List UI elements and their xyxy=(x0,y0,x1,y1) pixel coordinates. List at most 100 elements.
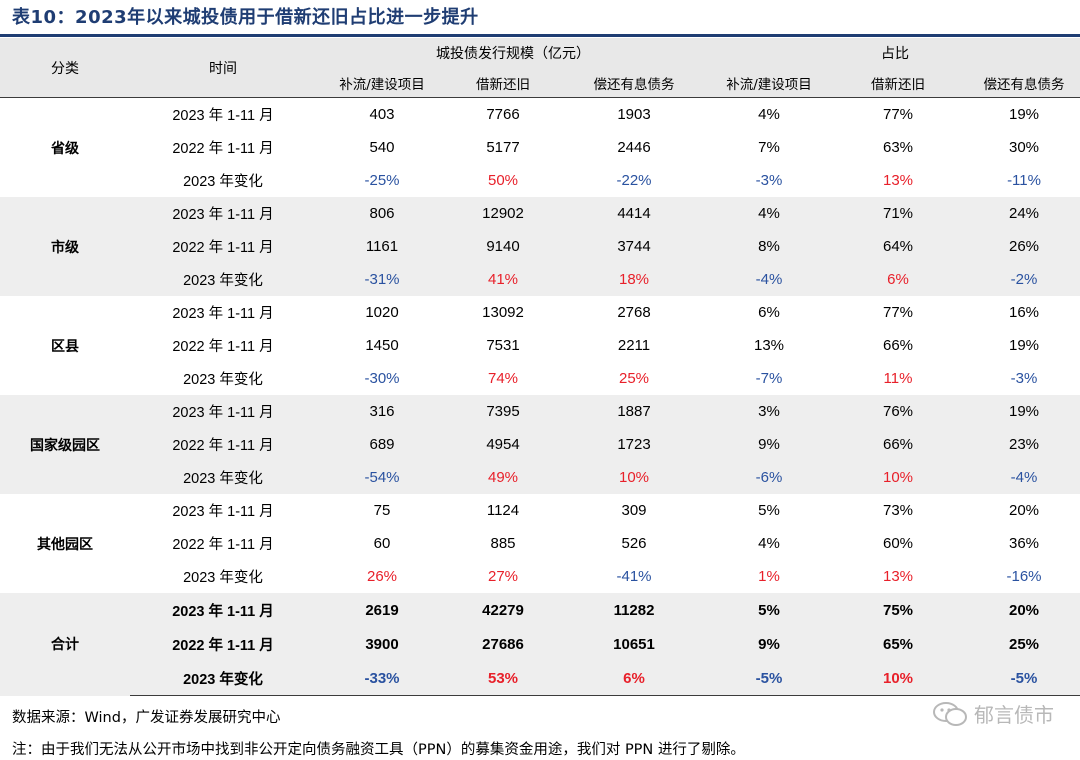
category-cell: 其他园区 xyxy=(37,536,93,553)
value-cell: -31% xyxy=(316,263,448,296)
header-sub-col: 补流/建设项目 xyxy=(316,68,448,98)
value-cell: 30% xyxy=(1009,139,1040,156)
header-sub-col: 借新还旧 xyxy=(828,68,969,98)
table-row: 2023 年变化 26% 27% -41% 1% 13% -16% xyxy=(0,560,1080,593)
header-group-scale: 城投债发行规模（亿元） xyxy=(316,38,711,68)
time-cell: 2022 年 1-11 月 xyxy=(172,339,274,355)
value-cell: 65% xyxy=(828,627,969,661)
category-cell: 省级 xyxy=(51,140,79,157)
value-cell: 19% xyxy=(968,395,1080,428)
value-cell: 27% xyxy=(487,568,519,585)
value-cell: 7766 xyxy=(486,106,520,123)
value-cell: 24% xyxy=(968,197,1080,230)
value-cell: 10% xyxy=(558,461,711,494)
value-cell: 10% xyxy=(828,661,969,696)
value-cell: 73% xyxy=(883,502,914,519)
value-cell: 10% xyxy=(828,461,969,494)
table-row: 合计 2023 年 1-11 月 2619 42279 11282 5% 75% 20% xyxy=(0,593,1080,696)
page-title: 表10：2023年以来城投债用于借新还旧占比进一步提升 xyxy=(12,7,479,28)
header-category: 分类 xyxy=(0,38,130,98)
value-cell: 2211 xyxy=(617,337,651,354)
time-cell: 2022 年 1-11 月 xyxy=(172,537,274,553)
table-row: 国家级园区 2023 年 1-11 月 316 7395 1887 3% 76% 19% xyxy=(0,395,1080,494)
value-cell: 23% xyxy=(968,428,1080,461)
category-cell: 市级 xyxy=(0,197,130,296)
table-row: 2022 年 1-11 月 1161 9140 3744 8% 64% 26% xyxy=(0,230,1080,263)
value-cell: 2768 xyxy=(617,304,651,321)
value-cell: 76% xyxy=(828,395,969,428)
time-cell: 2023 年 1-11 月 xyxy=(172,306,274,322)
value-cell: 11% xyxy=(883,370,913,387)
category-cell: 国家级园区 xyxy=(0,395,130,494)
value-cell: -3% xyxy=(1010,370,1038,387)
value-cell: -22% xyxy=(616,172,652,189)
value-cell: 71% xyxy=(828,197,969,230)
value-cell: 12902 xyxy=(448,197,558,230)
time-cell: 2022 年 1-11 月 xyxy=(130,230,316,263)
value-cell: 1020 xyxy=(365,304,399,321)
value-cell: 526 xyxy=(621,535,647,552)
value-cell: 1723 xyxy=(558,428,711,461)
value-cell: 77% xyxy=(883,106,914,123)
time-cell: 2023 年变化 xyxy=(130,661,316,696)
table-row: 2022 年 1-11 月 540 5177 2446 7% 63% 30% xyxy=(0,131,1080,164)
table-row: 2022 年 1-11 月 1450 7531 2211 13% 66% 19% xyxy=(0,329,1080,362)
table-row: 2023 年变化 -30% 74% 25% -7% 11% -3% xyxy=(0,362,1080,395)
value-cell: -25% xyxy=(364,172,400,189)
value-cell: 4414 xyxy=(558,197,711,230)
value-cell: 13% xyxy=(754,337,785,354)
value-cell: -33% xyxy=(316,661,448,696)
header-time: 时间 xyxy=(130,38,316,98)
value-cell: 49% xyxy=(448,461,558,494)
table-row: 2023 年变化 -31% 41% 18% -4% 6% -2% xyxy=(0,263,1080,296)
value-cell: 3744 xyxy=(558,230,711,263)
value-cell: -3% xyxy=(755,172,783,189)
category-cell: 合计 xyxy=(0,593,130,696)
value-cell: 2619 xyxy=(316,593,448,627)
watermark-text: 郁言债市 xyxy=(974,703,1054,727)
value-cell: 1% xyxy=(758,568,780,585)
value-cell: 27686 xyxy=(448,627,558,661)
time-cell: 2023 年变化 xyxy=(183,570,263,586)
value-cell: 26% xyxy=(366,568,398,585)
value-cell: 5% xyxy=(710,593,829,627)
value-cell: 806 xyxy=(316,197,448,230)
value-cell: 60 xyxy=(373,535,391,552)
value-cell: 9140 xyxy=(448,230,558,263)
table-row: 区县 2023 年 1-11 月 1020 13092 2768 6% 77% 16% xyxy=(0,296,1080,355)
value-cell: 63% xyxy=(883,139,914,156)
value-cell: 26% xyxy=(968,230,1080,263)
value-cell: 25% xyxy=(968,627,1080,661)
value-cell: -5% xyxy=(968,661,1080,696)
value-cell: 13% xyxy=(883,172,914,189)
value-cell: 60% xyxy=(883,535,914,552)
time-cell: 2023 年 1-11 月 xyxy=(130,593,316,627)
table-row: 市级 2023 年 1-11 月 806 12902 4414 4% 71% 24% xyxy=(0,197,1080,296)
time-cell: 2023 年 1-11 月 xyxy=(172,108,274,124)
value-cell: 6% xyxy=(828,263,969,296)
value-cell: 13092 xyxy=(482,304,524,321)
value-cell: 66% xyxy=(828,428,969,461)
time-cell: 2022 年 1-11 月 xyxy=(130,428,316,461)
value-cell: 74% xyxy=(487,370,519,387)
value-cell: 75% xyxy=(828,593,969,627)
value-cell: 1903 xyxy=(617,106,651,123)
value-cell: 540 xyxy=(369,139,395,156)
value-cell: 66% xyxy=(883,337,914,354)
time-cell: 2023 年变化 xyxy=(183,174,263,190)
table-row: 2022 年 1-11 月 689 4954 1723 9% 66% 23% xyxy=(0,428,1080,461)
value-cell: 309 xyxy=(621,502,647,519)
value-cell: 19% xyxy=(1009,337,1040,354)
value-cell: 19% xyxy=(1009,106,1040,123)
time-cell: 2023 年变化 xyxy=(130,263,316,296)
value-cell: 6% xyxy=(758,304,780,321)
value-cell: -54% xyxy=(316,461,448,494)
value-cell: 403 xyxy=(369,106,395,123)
category-cell: 区县 xyxy=(51,338,79,355)
value-cell: 16% xyxy=(1009,304,1040,321)
value-cell: 36% xyxy=(1009,535,1040,552)
value-cell: -2% xyxy=(968,263,1080,296)
value-cell: 4% xyxy=(710,197,829,230)
source-note: 数据来源：Wind，广发证券发展研究中心 xyxy=(12,710,281,726)
value-cell: 3% xyxy=(710,395,829,428)
